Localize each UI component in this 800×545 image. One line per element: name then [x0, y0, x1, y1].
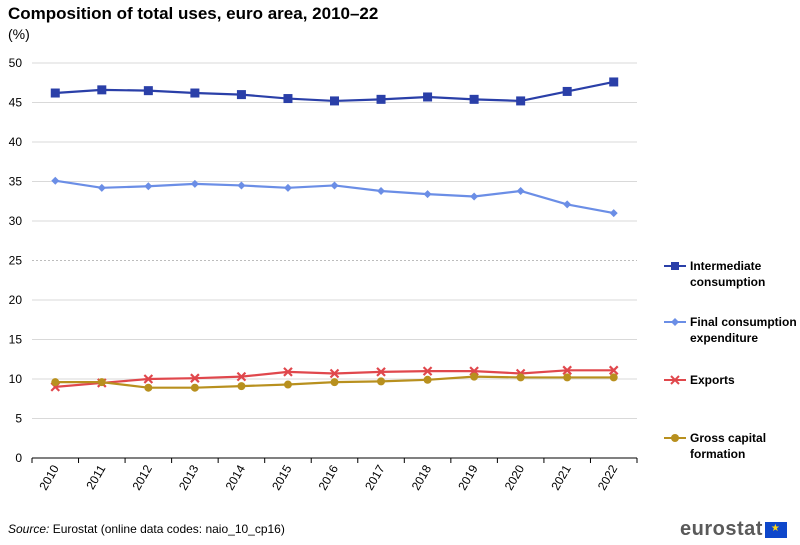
x-tick-label: 2021 — [548, 462, 574, 492]
data-point-gross-capital-formation — [283, 380, 292, 389]
data-point-final-consumption-expenditure — [516, 186, 525, 195]
data-point-final-consumption-expenditure — [237, 181, 246, 190]
x-tick-label: 2012 — [129, 462, 155, 492]
data-point-exports — [422, 366, 433, 376]
y-axis-unit: (%) — [8, 26, 30, 42]
data-point-final-consumption-expenditure — [423, 190, 432, 199]
data-point-intermediate-consumption — [376, 94, 386, 104]
data-point-intermediate-consumption — [562, 86, 572, 96]
data-point-gross-capital-formation — [237, 382, 246, 391]
data-point-gross-capital-formation — [51, 378, 60, 387]
y-tick-label: 40 — [9, 135, 23, 149]
x-tick-label: 2022 — [595, 462, 621, 492]
x-tick-label: 2010 — [36, 462, 62, 492]
x-tick-label: 2017 — [362, 462, 388, 492]
data-point-final-consumption-expenditure — [563, 200, 572, 209]
y-tick-label: 10 — [9, 372, 23, 386]
data-point-gross-capital-formation — [377, 377, 386, 386]
data-point-final-consumption-expenditure — [190, 179, 199, 188]
data-point-exports — [608, 365, 619, 376]
data-point-intermediate-consumption — [516, 96, 526, 106]
data-point-final-consumption-expenditure — [97, 183, 106, 192]
x-tick-label: 2016 — [316, 462, 342, 492]
x-tick-label: 2019 — [455, 462, 481, 492]
data-point-final-consumption-expenditure — [470, 192, 479, 201]
legend-label: Gross capital formation — [690, 431, 767, 461]
y-tick-label: 50 — [9, 56, 23, 70]
x-tick-label: 2014 — [223, 462, 249, 492]
y-tick-label: 5 — [15, 412, 22, 426]
data-point-intermediate-consumption — [283, 94, 293, 104]
data-point-final-consumption-expenditure — [377, 186, 386, 195]
legend-item-final-consumption-expenditure: Final consumption expenditure — [664, 314, 800, 346]
data-point-exports — [236, 371, 247, 382]
legend-label: Intermediate consumption — [690, 259, 766, 289]
y-tick-label: 15 — [9, 333, 23, 347]
data-point-intermediate-consumption — [50, 88, 60, 98]
data-point-final-consumption-expenditure — [51, 176, 60, 185]
data-point-gross-capital-formation — [516, 373, 525, 382]
data-point-gross-capital-formation — [423, 375, 432, 384]
data-point-intermediate-consumption — [97, 85, 107, 95]
data-point-intermediate-consumption — [236, 90, 246, 100]
data-point-gross-capital-formation — [97, 378, 106, 387]
x-tick-label: 2018 — [409, 462, 435, 492]
data-point-exports — [562, 365, 572, 376]
data-point-exports — [376, 367, 386, 377]
chart-title: Composition of total uses, euro area, 20… — [8, 4, 379, 23]
data-point-gross-capital-formation — [190, 383, 199, 392]
data-point-final-consumption-expenditure — [330, 181, 339, 190]
y-tick-label: 45 — [9, 96, 23, 110]
source-note: Source: Eurostat (online data codes: nai… — [8, 522, 285, 536]
eu-flag-icon — [764, 521, 787, 538]
data-point-intermediate-consumption — [330, 96, 339, 106]
y-tick-label: 35 — [9, 175, 23, 189]
x-tick-label: 2020 — [502, 462, 528, 492]
data-point-exports — [143, 374, 154, 384]
x-tick-label: 2011 — [83, 462, 108, 492]
x-tick-label: 2015 — [269, 462, 295, 492]
data-point-exports — [283, 367, 293, 377]
legend-label: Final consumption expenditure — [690, 315, 797, 345]
eurostat-logo: eurostat — [680, 518, 787, 541]
data-point-gross-capital-formation — [470, 372, 479, 381]
data-point-gross-capital-formation — [144, 383, 153, 392]
x-tick-label: 2013 — [176, 462, 202, 492]
y-tick-label: 30 — [9, 214, 23, 228]
data-point-intermediate-consumption — [190, 88, 200, 98]
legend-item-gross-capital-formation: Gross capital formation — [664, 430, 800, 462]
data-point-intermediate-consumption — [143, 86, 153, 96]
data-point-intermediate-consumption — [609, 77, 619, 87]
y-tick-label: 0 — [15, 451, 22, 465]
data-point-intermediate-consumption — [423, 92, 433, 102]
line-chart: 0 5 10 15 20 25 30 35 40 45 50 2010 2011 2012 2013 2014… — [9, 56, 638, 493]
data-point-gross-capital-formation — [330, 378, 339, 387]
data-point-gross-capital-formation — [609, 373, 618, 382]
data-point-exports — [190, 373, 200, 383]
data-point-final-consumption-expenditure — [144, 182, 153, 191]
legend-item-exports: Exports — [664, 372, 800, 388]
data-point-intermediate-consumption — [469, 94, 479, 104]
legend-label: Exports — [690, 373, 735, 387]
data-point-exports — [329, 368, 340, 379]
y-tick-label: 25 — [9, 254, 23, 268]
data-point-gross-capital-formation — [563, 373, 572, 382]
data-point-final-consumption-expenditure — [609, 209, 618, 218]
legend-item-intermediate-consumption: Intermediate consumption — [664, 258, 800, 290]
y-tick-label: 20 — [9, 293, 23, 307]
data-point-final-consumption-expenditure — [283, 183, 292, 192]
